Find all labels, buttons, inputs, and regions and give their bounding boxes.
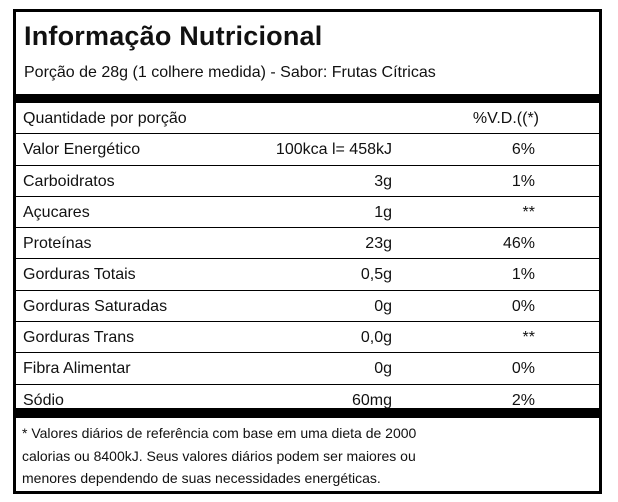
label-title: Informação Nutricional (24, 21, 323, 51)
footnote-line: * Valores diários de referência com base… (22, 425, 417, 441)
nutrient-quantity: 100kca l= 458kJ (275, 141, 392, 159)
divider-thick-top (16, 94, 599, 103)
table-row: Valor Energético 100kca l= 458kJ 6% (16, 134, 599, 166)
table-row: Açucares 1g ** (16, 197, 599, 229)
divider-thick-bottom (16, 408, 599, 418)
nutrition-facts-label: Informação Nutricional Porção de 28g (1 … (13, 9, 602, 494)
nutrient-vd: ** (522, 329, 535, 347)
nutrient-vd: 0% (511, 297, 535, 315)
nutrient-quantity: 23g (365, 235, 392, 253)
nutrient-name: Sódio (23, 391, 64, 409)
nutrient-quantity: 3g (374, 172, 392, 190)
nutrient-name: Proteínas (23, 235, 92, 253)
footnote-line: calorias ou 8400kJ. Seus valores diários… (22, 447, 416, 464)
header-vd-label: %V.D.((*) (472, 110, 539, 127)
nutrient-name: Valor Energético (23, 141, 141, 159)
nutrient-vd: 46% (502, 235, 535, 253)
table-row: Proteínas 23g 46% (16, 228, 599, 260)
nutrient-name: Gorduras Totais (23, 266, 136, 284)
nutrient-name: Açucares (23, 203, 90, 221)
nutrient-vd: ** (522, 203, 535, 221)
nutrient-name: Gorduras Trans (23, 329, 135, 347)
table-row: Gorduras Totais 0,5g 1% (16, 259, 599, 291)
nutrient-vd: 1% (511, 266, 535, 284)
nutrient-quantity: 0,5g (360, 266, 392, 284)
nutrient-vd: 1% (511, 172, 535, 190)
nutrient-vd: 2% (511, 391, 535, 409)
table-header-row: Quantidade por porção %V.D.((*) (16, 103, 599, 135)
nutrient-quantity: 0,0g (360, 329, 392, 347)
table-row: Gorduras Saturadas 0g 0% (16, 291, 599, 323)
nutrient-vd: 6% (511, 141, 535, 159)
table-row: Sódio 60mg 2% (16, 385, 599, 415)
portion-info: Porção de 28g (1 colhere medida) - Sabor… (24, 64, 436, 81)
table-row: Carboidratos 3g 1% (16, 166, 599, 197)
nutrient-table: Quantidade por porção %V.D.((*) Valor En… (16, 103, 599, 415)
table-row: Gorduras Trans 0,0g ** (16, 322, 599, 354)
nutrient-quantity: 60mg (351, 391, 392, 409)
nutrient-name: Gorduras Saturadas (23, 297, 168, 315)
table-row: Fibra Alimentar 0g 0% (16, 353, 599, 385)
header-quantity-label: Quantidade por porção (23, 110, 187, 127)
nutrient-name: Carboidratos (23, 172, 115, 190)
nutrient-vd: 0% (511, 360, 535, 378)
nutrient-quantity: 0g (374, 360, 392, 378)
footnote-line: menores dependendo de suas necessidades … (22, 470, 381, 486)
nutrient-quantity: 0g (374, 297, 392, 315)
nutrient-quantity: 1g (374, 203, 392, 221)
footnote: * Valores diários de referência com base… (22, 422, 592, 490)
nutrient-name: Fibra Alimentar (23, 360, 131, 378)
